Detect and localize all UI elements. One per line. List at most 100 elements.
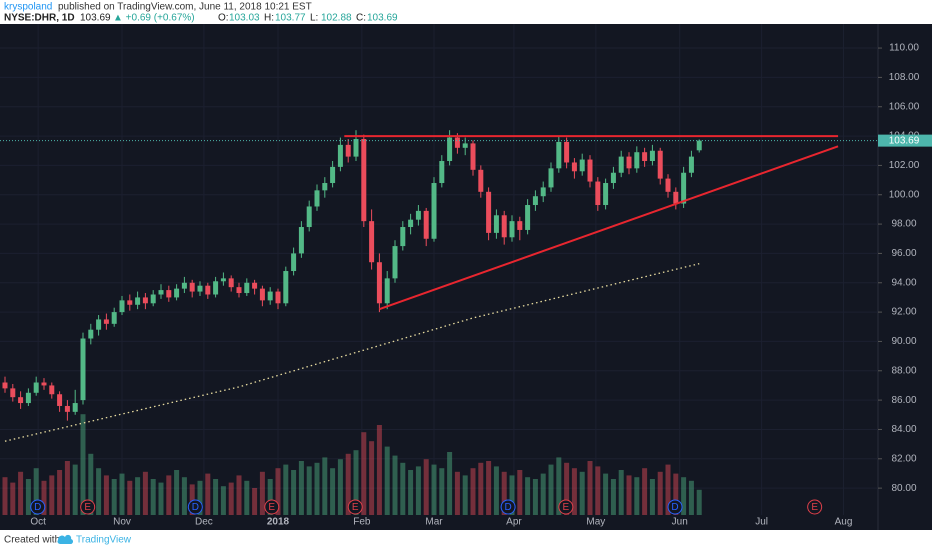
candle-body bbox=[688, 156, 694, 173]
volume-bar bbox=[454, 471, 460, 515]
volume-bar bbox=[470, 468, 476, 515]
volume-bar bbox=[64, 461, 70, 515]
volume-bar bbox=[33, 468, 39, 515]
volume-bar bbox=[298, 461, 304, 515]
volume-bar bbox=[142, 471, 148, 515]
event-marker bbox=[558, 499, 574, 515]
candle-body bbox=[626, 156, 632, 169]
event-label: D bbox=[192, 502, 199, 513]
candle-body bbox=[376, 262, 382, 304]
volume-bar bbox=[80, 414, 86, 515]
y-tick-label: 86.00 bbox=[891, 395, 916, 406]
last-price-tag-bg bbox=[878, 134, 932, 147]
candle-body bbox=[454, 137, 460, 148]
candle-body bbox=[96, 319, 102, 330]
candle-body bbox=[236, 287, 242, 294]
candle-body bbox=[470, 143, 476, 170]
candle-body bbox=[431, 183, 437, 239]
volume-bar bbox=[501, 471, 507, 515]
volume-bar bbox=[72, 464, 78, 515]
ohlc-label: H: bbox=[264, 13, 274, 24]
volume-bar bbox=[111, 479, 117, 515]
candle-body bbox=[564, 141, 570, 163]
candle-body bbox=[345, 144, 351, 157]
candle-body bbox=[174, 288, 180, 298]
volume-bar bbox=[634, 477, 640, 515]
candle-body bbox=[111, 312, 117, 324]
candle-body bbox=[158, 290, 164, 295]
candle-body bbox=[244, 282, 250, 294]
x-tick-label: Feb bbox=[353, 517, 371, 528]
x-tick-label: Apr bbox=[506, 517, 522, 528]
trendline bbox=[379, 145, 839, 311]
volume-bar bbox=[337, 459, 343, 515]
volume-bar bbox=[205, 473, 211, 515]
symbol: NYSE:DHR, 1D bbox=[4, 13, 75, 24]
event-label: E bbox=[268, 502, 275, 513]
volume-bar bbox=[369, 441, 375, 515]
x-tick-label: Mar bbox=[425, 517, 443, 528]
event-marker bbox=[347, 499, 363, 515]
candle-body bbox=[314, 190, 320, 207]
volume-bar bbox=[49, 475, 55, 515]
event-marker bbox=[667, 499, 683, 515]
y-tick-label: 82.00 bbox=[891, 453, 916, 464]
volume-bar bbox=[462, 475, 468, 515]
candle-body bbox=[548, 168, 554, 188]
volume-bar bbox=[103, 475, 109, 515]
candle-body bbox=[259, 288, 265, 301]
event-label: E bbox=[352, 502, 359, 513]
candle-body bbox=[579, 159, 585, 172]
volume-bar bbox=[478, 462, 484, 515]
candle-body bbox=[556, 141, 562, 169]
volume-bar bbox=[618, 470, 624, 515]
candle-body bbox=[595, 181, 601, 206]
volume-bar bbox=[447, 452, 453, 515]
candle-body bbox=[408, 219, 414, 228]
candle-body bbox=[337, 144, 343, 167]
volume-bar bbox=[649, 479, 655, 515]
candle-body bbox=[330, 166, 336, 184]
volume-bar bbox=[376, 425, 382, 515]
volume-bar bbox=[181, 477, 187, 515]
volume-bar bbox=[127, 480, 133, 515]
candle-body bbox=[64, 405, 70, 412]
change: ▲ +0.69 (+0.67%) bbox=[113, 13, 195, 24]
candle-body bbox=[415, 210, 421, 220]
candle-body bbox=[618, 156, 624, 173]
volume-bar bbox=[88, 453, 94, 515]
volume-bar bbox=[345, 453, 351, 515]
candle-body bbox=[493, 215, 499, 233]
candle-body bbox=[423, 210, 429, 239]
candle-body bbox=[400, 227, 406, 247]
volume-bar bbox=[556, 457, 562, 515]
volume-bar bbox=[540, 473, 546, 515]
volume-bar bbox=[353, 450, 359, 515]
candle-body bbox=[306, 206, 312, 228]
volume-bar bbox=[681, 477, 687, 515]
candle-body bbox=[72, 403, 78, 412]
candle-body bbox=[298, 227, 304, 254]
candle-body bbox=[673, 191, 679, 204]
candle-body bbox=[220, 278, 226, 282]
candle-body bbox=[205, 285, 211, 295]
volume-bar bbox=[119, 473, 125, 515]
volume-bar bbox=[603, 473, 609, 515]
candle-body bbox=[33, 382, 39, 393]
published: published on TradingView.com, June 11, 2… bbox=[58, 2, 312, 13]
event-marker bbox=[807, 499, 823, 515]
y-tick-label: 94.00 bbox=[891, 277, 916, 288]
x-tick-label: Nov bbox=[113, 517, 131, 528]
volume-bar bbox=[486, 461, 492, 515]
volume-bar bbox=[275, 468, 281, 515]
volume-bar bbox=[283, 464, 289, 515]
volume-bar bbox=[525, 477, 531, 515]
volume-bar bbox=[306, 466, 312, 515]
x-tick-label: May bbox=[586, 517, 605, 528]
y-tick-label: 88.00 bbox=[891, 365, 916, 376]
volume-bar bbox=[517, 470, 523, 515]
candle-body bbox=[49, 385, 55, 395]
candle-body bbox=[509, 221, 515, 238]
volume-bar bbox=[2, 477, 8, 515]
volume-bar bbox=[96, 468, 102, 515]
